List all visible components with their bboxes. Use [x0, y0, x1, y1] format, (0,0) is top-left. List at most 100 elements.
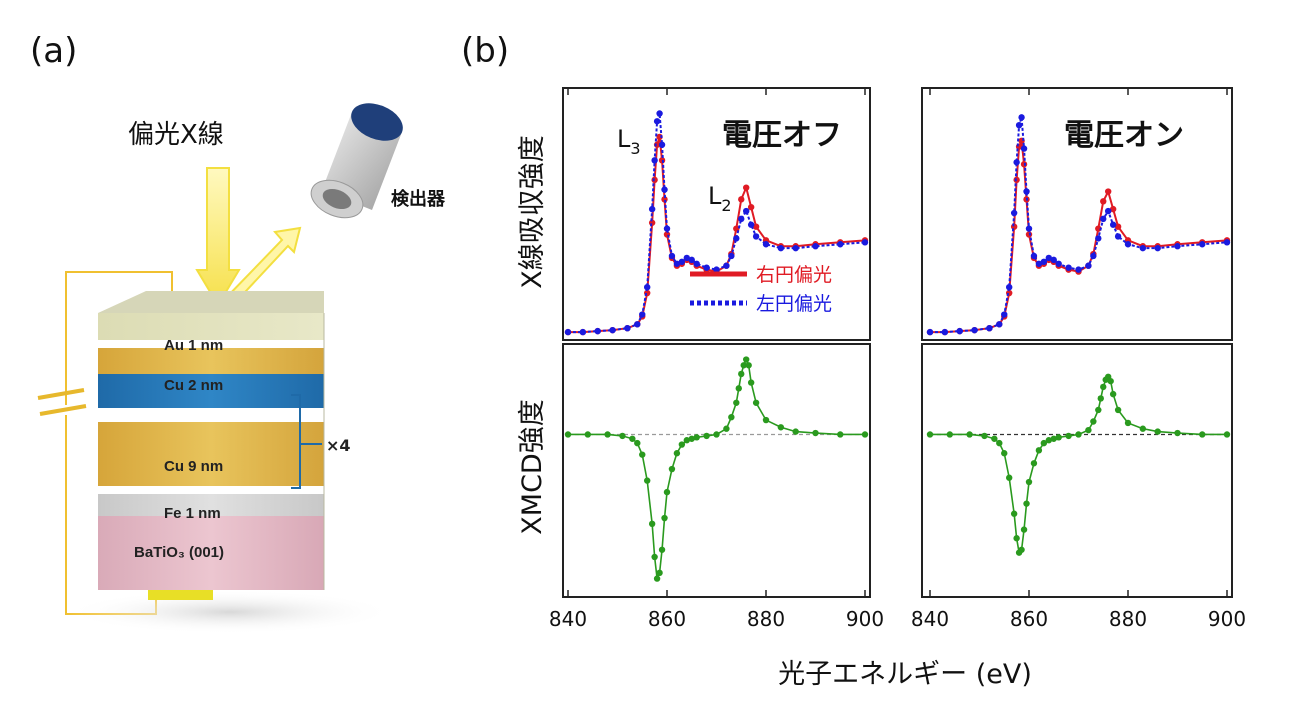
layer-au [98, 313, 324, 340]
plot-on-xmcd [926, 373, 1231, 556]
data-point [738, 215, 745, 223]
data-point [1223, 239, 1231, 246]
data-point [777, 424, 785, 431]
data-point [678, 441, 686, 448]
data-point [1045, 437, 1053, 444]
data-point [564, 431, 572, 438]
data-point [1018, 114, 1025, 121]
data-point [1050, 256, 1057, 264]
bottom-electrode [148, 588, 213, 600]
data-point [740, 362, 747, 369]
data-point [651, 553, 658, 561]
data-point [619, 432, 626, 440]
data-point [1010, 209, 1018, 217]
data-point [792, 244, 799, 252]
data-point [1109, 221, 1117, 228]
data-point [1065, 432, 1072, 440]
data-point [656, 110, 663, 117]
data-point [661, 186, 668, 193]
data-point [564, 328, 572, 336]
data-point [1105, 188, 1112, 195]
data-point [1025, 231, 1033, 238]
data-point [1018, 546, 1025, 553]
title-on: 電圧オン [1064, 118, 1184, 153]
data-point [609, 326, 616, 334]
data-point [1199, 241, 1206, 248]
layer-stack: Au 1 nm Cu 2 nm Ni 2 nm Cu 9 nm Fe 1 nm … [98, 291, 325, 590]
xray-beams [195, 167, 302, 308]
layer-fe [98, 494, 324, 516]
data-point [1139, 425, 1147, 432]
data-point [738, 196, 745, 203]
data-point [1199, 431, 1206, 438]
data-point [777, 244, 785, 252]
data-point [1109, 390, 1117, 398]
data-point [1006, 474, 1013, 481]
layer-cu-2 [98, 348, 324, 374]
data-point [956, 327, 963, 335]
data-point [1090, 418, 1097, 425]
data-point [1030, 460, 1038, 467]
data-point [673, 450, 681, 457]
data-point [634, 321, 641, 328]
data-point [981, 432, 988, 440]
data-point [926, 328, 934, 336]
data-point [1085, 426, 1092, 434]
beam-label: 偏光X線 [128, 120, 224, 150]
data-point [723, 425, 730, 432]
xticks-on: 840 860 880 900 [911, 88, 1246, 631]
data-point [1174, 429, 1181, 437]
data-point [1001, 450, 1008, 457]
legend-label-left: 左円偏光 [756, 293, 832, 315]
data-point [996, 439, 1003, 447]
x-tick-label: 880 [1109, 607, 1147, 631]
data-point [723, 262, 730, 269]
data-point [1030, 252, 1038, 260]
plot-off-xas [564, 110, 869, 336]
data-point [745, 362, 752, 369]
data-point [743, 184, 750, 191]
data-point [1154, 244, 1161, 252]
panel-b-label: (b) [461, 31, 509, 71]
data-point [703, 432, 710, 440]
data-point [1124, 419, 1132, 427]
data-point [1154, 428, 1161, 435]
data-point [688, 256, 695, 264]
data-point [1015, 121, 1023, 129]
layer-cu2-label: Cu 2 nm [164, 377, 223, 394]
xlabel: 光子エネルギー (eV) [778, 659, 1032, 690]
x-tick-label: 900 [846, 607, 884, 631]
data-point [991, 435, 998, 442]
frame-off-xmcd [562, 343, 871, 598]
data-point [594, 327, 601, 335]
detector-label: 検出器 [391, 188, 446, 210]
data-point [1040, 258, 1048, 266]
data-point [604, 431, 611, 438]
xticks-off: 840 860 880 900 [549, 88, 884, 631]
data-point [639, 451, 646, 458]
layer-au-label: Au 1 nm [164, 337, 223, 354]
data-point [629, 435, 636, 442]
data-point [762, 241, 770, 248]
peak-l2-label: L2 [708, 182, 732, 215]
repeat-bracket [291, 394, 301, 489]
peak-l3-label: L3 [617, 125, 641, 158]
data-point [1100, 198, 1107, 205]
data-point [1114, 406, 1122, 414]
data-point [837, 241, 844, 248]
data-point [812, 429, 819, 437]
plot-on-xas [926, 114, 1231, 336]
ylabel-top: X線吸収強度 [517, 135, 548, 289]
data-point [1025, 478, 1033, 486]
panel-a-label: (a) [30, 31, 77, 71]
data-point [1035, 447, 1043, 454]
data-point [1065, 264, 1072, 271]
data-point [1223, 431, 1231, 438]
layer-batio3-label: BaTiO₃ (001) [134, 544, 224, 561]
repeat-label: ×4 [326, 436, 351, 455]
data-point [1055, 260, 1062, 267]
data-point [663, 225, 671, 232]
data-point [946, 431, 953, 438]
data-point [658, 141, 666, 148]
series-line [930, 140, 1228, 334]
